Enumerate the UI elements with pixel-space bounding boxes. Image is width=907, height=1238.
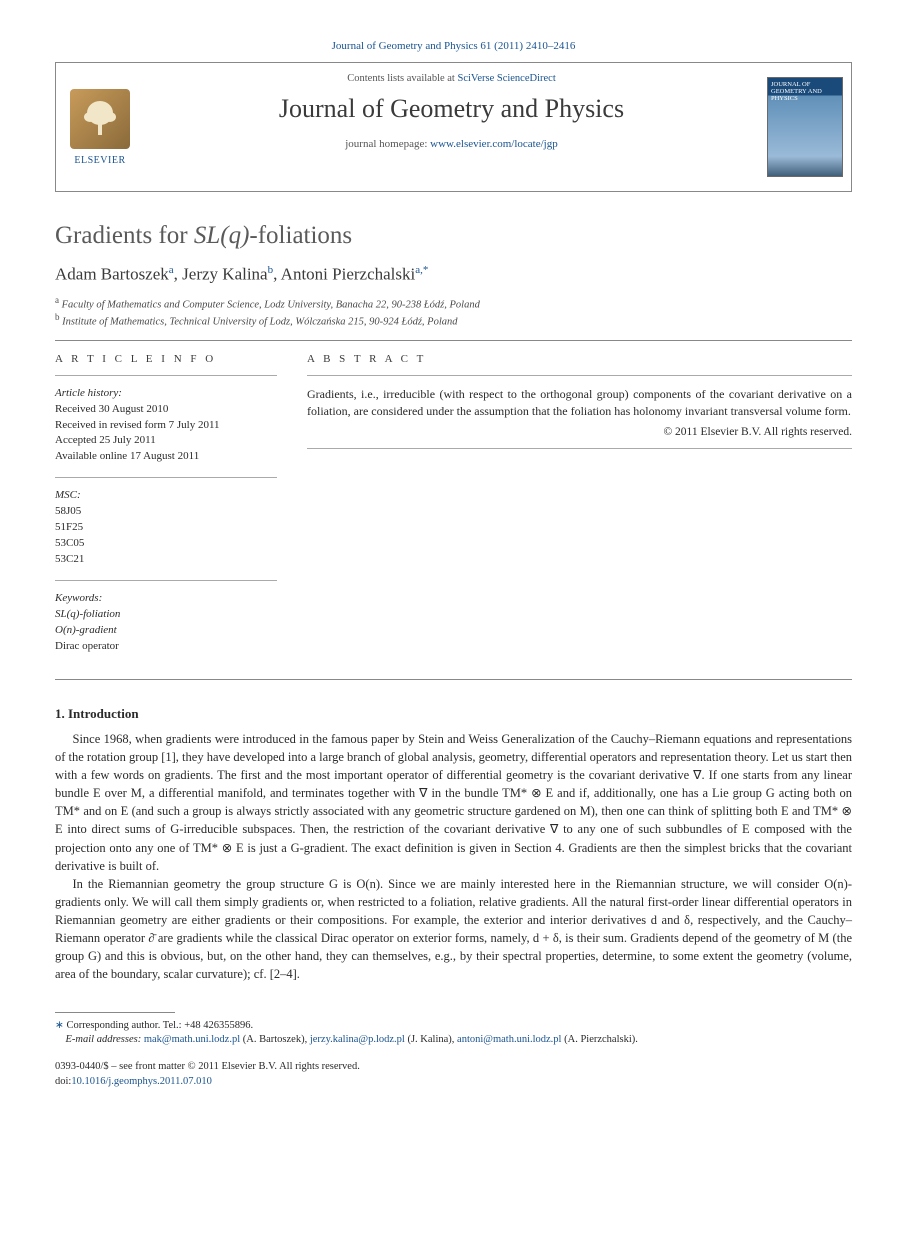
- history-line-3: Accepted 25 July 2011: [55, 433, 277, 449]
- footnotes: ∗ Corresponding author. Tel.: +48 426355…: [55, 1019, 852, 1048]
- msc-3: 53C05: [55, 536, 277, 552]
- keywords-block: Keywords: SL(q)-foliation O(n)-gradient …: [55, 591, 277, 655]
- email-3[interactable]: antoni@math.uni.lodz.pl: [457, 1034, 561, 1045]
- aff-mark-a: a: [55, 295, 59, 305]
- affiliation-b: b Institute of Mathematics, Technical Un…: [55, 312, 852, 328]
- email-3-who: (A. Pierzchalski).: [564, 1034, 638, 1045]
- abstract-head: A B S T R A C T: [307, 353, 852, 365]
- bottom-matter: 0393-0440/$ – see front matter © 2011 El…: [55, 1060, 852, 1089]
- abs-rule-2: [307, 448, 852, 449]
- article-info-head: A R T I C L E I N F O: [55, 353, 277, 365]
- sciencedirect-link[interactable]: SciVerse ScienceDirect: [457, 73, 555, 84]
- contents-available: Contents lists available at SciVerse Sci…: [152, 73, 751, 84]
- author-3-aff[interactable]: a,*: [415, 264, 428, 276]
- intro-para-1: Since 1968, when gradients were introduc…: [55, 730, 852, 875]
- title-pre: Gradients for: [55, 222, 194, 249]
- email-1-who: (A. Bartoszek): [243, 1034, 305, 1045]
- authors-line: Adam Bartoszeka, Jerzy Kalinab, Antoni P…: [55, 264, 852, 285]
- rule-mid: [55, 679, 852, 680]
- aff-mark-b: b: [55, 312, 60, 322]
- history-block: Article history: Received 30 August 2010…: [55, 386, 277, 466]
- info-rule-2: [55, 477, 277, 478]
- rule-top: [55, 340, 852, 341]
- page: Journal of Geometry and Physics 61 (2011…: [0, 0, 907, 1119]
- keywords-label: Keywords:: [55, 591, 277, 607]
- info-abstract-row: A R T I C L E I N F O Article history: R…: [55, 353, 852, 667]
- journal-header: ELSEVIER Contents lists available at Sci…: [55, 62, 852, 192]
- title-math: SL(q): [194, 222, 250, 249]
- homepage-line: journal homepage: www.elsevier.com/locat…: [152, 138, 751, 150]
- history-label: Article history:: [55, 386, 277, 402]
- header-middle: Contents lists available at SciVerse Sci…: [144, 63, 759, 191]
- abs-rule-1: [307, 375, 852, 376]
- kw-3: Dirac operator: [55, 639, 277, 655]
- corresponding-note: ∗ Corresponding author. Tel.: +48 426355…: [55, 1019, 852, 1034]
- footnote-rule: [55, 1012, 175, 1013]
- msc-2: 51F25: [55, 520, 277, 536]
- history-line-1: Received 30 August 2010: [55, 402, 277, 418]
- kw-2: O(n)-gradient: [55, 623, 277, 639]
- elsevier-tree-icon: [70, 89, 130, 149]
- author-2: Jerzy Kalina: [182, 265, 267, 284]
- msc-block: MSC: 58J05 51F25 53C05 53C21: [55, 488, 277, 568]
- author-2-aff[interactable]: b: [268, 264, 274, 276]
- journal-cover-thumb: JOURNAL OF GEOMETRY AND PHYSICS: [767, 77, 843, 177]
- history-line-4: Available online 17 August 2011: [55, 449, 277, 465]
- kw-1: SL(q)-foliation: [55, 607, 277, 623]
- journal-title: Journal of Geometry and Physics: [152, 94, 751, 124]
- affiliation-a: a Faculty of Mathematics and Computer Sc…: [55, 295, 852, 311]
- email-1[interactable]: mak@math.uni.lodz.pl: [144, 1034, 240, 1045]
- email-2[interactable]: jerzy.kalina@p.lodz.pl: [310, 1034, 405, 1045]
- aff-text-b: Institute of Mathematics, Technical Univ…: [62, 317, 457, 328]
- title-post: -foliations: [249, 222, 352, 249]
- author-1: Adam Bartoszek: [55, 265, 169, 284]
- author-3: Antoni Pierzchalski: [281, 265, 416, 284]
- abstract-col: A B S T R A C T Gradients, i.e., irreduc…: [307, 353, 852, 667]
- front-matter-line: 0393-0440/$ – see front matter © 2011 El…: [55, 1060, 852, 1075]
- article-title: Gradients for SL(q)-foliations: [55, 222, 852, 250]
- emails-label: E-mail addresses:: [66, 1034, 142, 1045]
- contents-prefix: Contents lists available at: [347, 73, 457, 84]
- doi-label: doi:: [55, 1076, 71, 1087]
- aff-text-a: Faculty of Mathematics and Computer Scie…: [62, 299, 480, 310]
- intro-para-2: In the Riemannian geometry the group str…: [55, 875, 852, 984]
- doi-link[interactable]: 10.1016/j.geomphys.2011.07.010: [71, 1076, 211, 1087]
- doi-line: doi:10.1016/j.geomphys.2011.07.010: [55, 1075, 852, 1090]
- email-2-who: (J. Kalina): [407, 1034, 451, 1045]
- section-1-head: 1. Introduction: [55, 706, 852, 722]
- article-info: A R T I C L E I N F O Article history: R…: [55, 353, 277, 667]
- msc-1: 58J05: [55, 504, 277, 520]
- msc-label: MSC:: [55, 488, 277, 504]
- author-1-aff[interactable]: a: [169, 264, 174, 276]
- corr-text: Corresponding author. Tel.: +48 42635589…: [66, 1020, 253, 1031]
- abstract-copyright: © 2011 Elsevier B.V. All rights reserved…: [307, 426, 852, 438]
- homepage-link[interactable]: www.elsevier.com/locate/jgp: [430, 138, 558, 150]
- homepage-prefix: journal homepage:: [345, 138, 430, 150]
- publisher-name: ELSEVIER: [74, 155, 125, 166]
- info-rule-1: [55, 375, 277, 376]
- publisher-logo-col: ELSEVIER: [56, 63, 144, 191]
- cover-thumb-col: JOURNAL OF GEOMETRY AND PHYSICS: [759, 63, 851, 191]
- emails-line: E-mail addresses: mak@math.uni.lodz.pl (…: [55, 1033, 852, 1048]
- top-citation: Journal of Geometry and Physics 61 (2011…: [55, 40, 852, 52]
- abstract-text: Gradients, i.e., irreducible (with respe…: [307, 386, 852, 421]
- history-line-2: Received in revised form 7 July 2011: [55, 418, 277, 434]
- info-rule-3: [55, 580, 277, 581]
- msc-4: 53C21: [55, 552, 277, 568]
